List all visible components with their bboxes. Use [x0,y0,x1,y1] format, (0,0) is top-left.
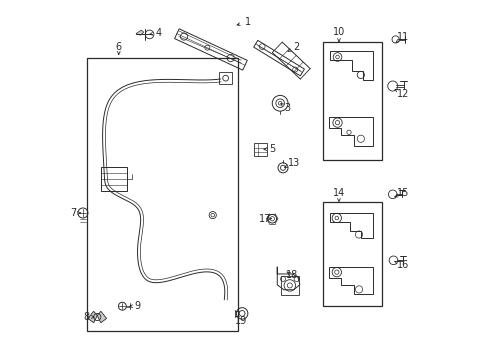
Text: 13: 13 [288,158,300,168]
Polygon shape [136,30,144,35]
Text: 4: 4 [155,28,161,38]
Bar [101,167,126,192]
Text: 14: 14 [333,188,345,198]
Text: 15: 15 [397,188,410,198]
Bar [87,58,238,330]
Text: 1: 1 [245,17,251,27]
Text: 5: 5 [269,144,275,154]
Polygon shape [97,311,107,323]
Bar [323,202,382,306]
Text: 17: 17 [259,214,271,224]
Text: 2: 2 [294,42,300,52]
Text: 3: 3 [284,103,290,113]
Text: 9: 9 [134,301,141,311]
Text: 12: 12 [397,89,410,99]
Bar [323,42,382,160]
Text: 19: 19 [235,316,247,326]
Text: 10: 10 [333,27,345,37]
Bar [254,143,267,156]
Text: 7: 7 [71,208,77,218]
Text: 8: 8 [83,312,90,322]
Polygon shape [88,311,97,323]
Bar [281,276,299,296]
Text: 6: 6 [116,42,122,52]
Bar [219,72,232,84]
Text: 16: 16 [397,260,409,270]
Text: 18: 18 [286,270,298,280]
Text: 11: 11 [397,32,409,41]
